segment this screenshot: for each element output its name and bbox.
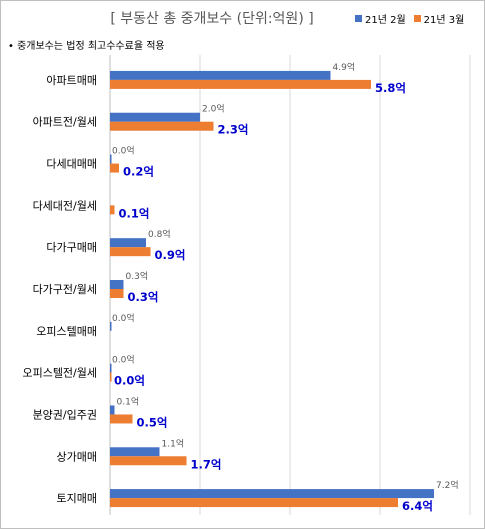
category-label: 다세대매매 — [46, 158, 97, 171]
legend-item-series1: 21년 2월 — [355, 11, 406, 26]
legend-item-series2: 21년 3월 — [413, 11, 465, 26]
bar-feb — [110, 321, 112, 331]
data-label-feb: 1.1억 — [162, 437, 185, 449]
bar-mar — [110, 372, 112, 382]
data-label-mar: 0.1억 — [119, 206, 150, 220]
chart-title: [ 부동산 총 중개보수 (단위:억원) ] — [110, 11, 314, 27]
bar-mar — [110, 414, 133, 424]
bar-feb — [110, 154, 112, 164]
data-label-feb: 0.3억 — [126, 270, 149, 282]
data-label-feb: 0.0억 — [112, 145, 135, 157]
data-label-mar: 6.4억 — [402, 499, 433, 513]
data-label-feb: 0.0억 — [112, 354, 135, 366]
bar-mar — [110, 289, 124, 298]
legend-swatch-series2 — [413, 15, 421, 22]
category-label: 오피스텔전/월세 — [22, 367, 97, 380]
data-label-feb: 0.8억 — [148, 228, 171, 240]
bar-feb — [110, 70, 331, 80]
data-label-mar: 0.0억 — [114, 374, 145, 388]
bar-feb — [110, 280, 124, 289]
legend-swatch-series1 — [355, 15, 362, 22]
bar-feb — [110, 112, 200, 122]
bar-mar — [110, 205, 115, 215]
chart-legend: 21년 2월 21년 3월 — [355, 11, 464, 26]
bar-feb — [110, 363, 112, 373]
legend-label-series2: 21년 3월 — [423, 15, 465, 26]
category-label: 아파트매매 — [46, 74, 97, 87]
data-label-mar: 0.2억 — [123, 165, 154, 179]
data-label-mar: 0.9억 — [155, 248, 186, 262]
data-label-feb: 7.2억 — [436, 479, 459, 491]
chart-note: • 중개보수는 법정 최고수수료율 적용 — [8, 41, 165, 52]
bar-mar — [110, 247, 151, 257]
category-label: 아파트전/월세 — [33, 116, 97, 129]
bar-mar — [110, 163, 119, 173]
data-label-mar: 2.3억 — [218, 123, 249, 137]
bar-mar — [110, 79, 371, 89]
bar-mar — [110, 121, 214, 131]
category-label: 오피스텔매매 — [36, 325, 97, 338]
category-label: 다세대전/월세 — [33, 199, 97, 212]
data-label-mar: 0.5억 — [137, 415, 168, 429]
data-label-feb: 0.1억 — [117, 395, 140, 407]
bar-feb — [110, 238, 146, 248]
data-label-feb: 2.0억 — [202, 103, 225, 115]
category-label: 다가구전/월세 — [33, 283, 97, 296]
data-label-feb: 4.9억 — [333, 61, 356, 73]
category-label: 상가매매 — [57, 450, 97, 463]
data-label-mar: 0.3억 — [128, 290, 159, 304]
data-label-mar: 1.7억 — [191, 457, 222, 471]
category-label: 분양권/입주권 — [33, 408, 97, 421]
category-label: 다가구매매 — [46, 241, 97, 254]
bar-feb — [110, 489, 434, 499]
bar-feb — [110, 447, 160, 457]
data-label-feb: 0.0억 — [112, 312, 135, 324]
bar-feb — [110, 405, 115, 415]
legend-label-series1: 21년 2월 — [365, 15, 406, 26]
bar-mar — [110, 456, 187, 466]
category-label: 토지매매 — [57, 492, 97, 505]
bar-mar — [110, 498, 398, 508]
data-label-mar: 5.8억 — [375, 81, 406, 95]
